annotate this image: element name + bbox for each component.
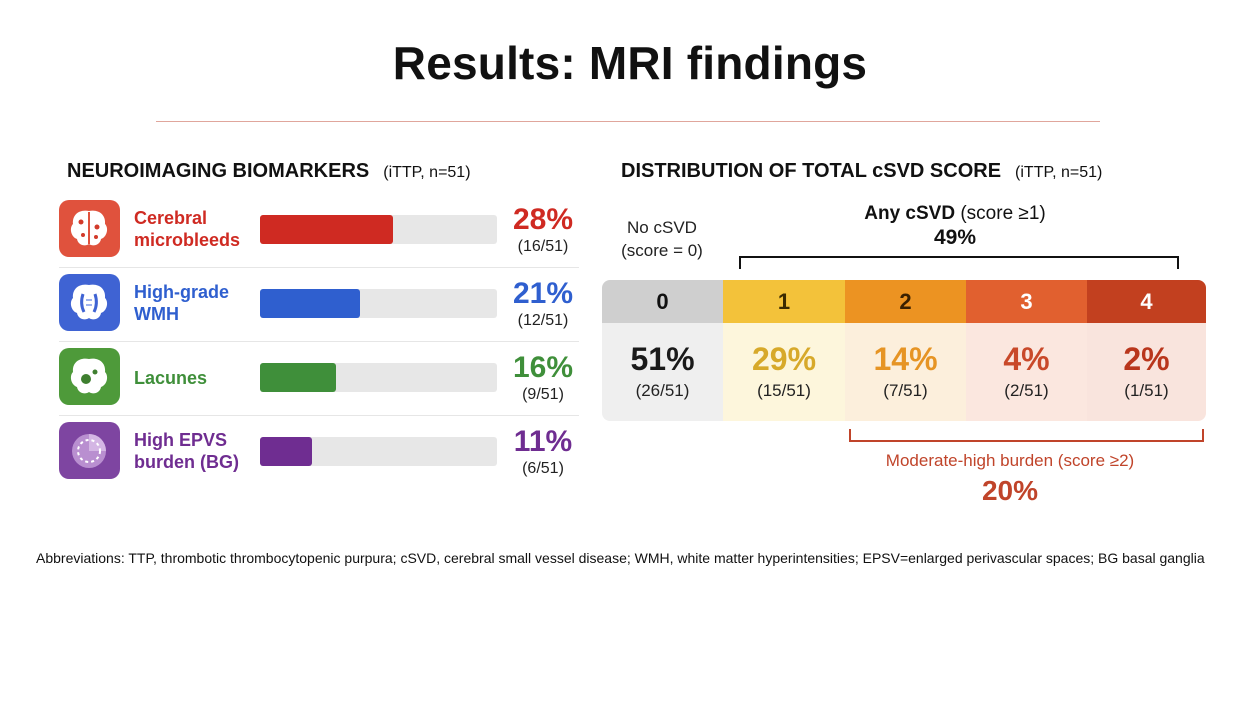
- biomarker-row: High-grade WMH 21% (12/51): [59, 273, 579, 333]
- biomarker-label: Lacunes: [134, 368, 208, 388]
- score-cell: 51% (26/51): [602, 323, 723, 421]
- biomarker-pct-label: 21%: [512, 277, 574, 310]
- score-cell: 29% (15/51): [723, 323, 845, 421]
- score-distribution-table: 0 51% (26/51) 1 29% (15/51) 2 14% (7/51) 3 4% (2/51…: [602, 280, 1206, 421]
- biomarker-bar-track: [260, 289, 497, 318]
- biomarker-bar: [260, 215, 393, 244]
- score-pct-label: 29%: [751, 341, 817, 377]
- biomarker-count-label: (6/51): [522, 460, 564, 477]
- brain-epvs-icon: [59, 422, 120, 479]
- score-header: 2: [845, 280, 966, 323]
- score-column: 3 4% (2/51): [966, 280, 1087, 421]
- no-csvd-sub: (score = 0): [621, 241, 703, 260]
- biomarker-pct-label: 16%: [512, 351, 574, 384]
- biomarker-bar-track: [260, 363, 497, 392]
- biomarker-bar: [260, 363, 336, 392]
- score-pct-label: 14%: [873, 341, 938, 377]
- any-csvd-label: Any cSVD: [864, 203, 956, 224]
- brain-wmh-icon: [59, 274, 120, 331]
- biomarker-row-divider: [59, 341, 579, 342]
- biomarker-count-label: (9/51): [522, 386, 564, 403]
- score-pct-label: 2%: [1123, 341, 1170, 377]
- score-count-label: (1/51): [1124, 381, 1169, 400]
- score-column: 2 14% (7/51): [845, 280, 966, 421]
- no-csvd-label: No cSVD: [627, 218, 697, 237]
- page-title: Results: MRI findings: [392, 37, 868, 89]
- score-pct-label: 4%: [1003, 341, 1050, 377]
- any-csvd-sub: (score ≥1): [960, 203, 1046, 224]
- biomarker-row: High EPVS burden (BG) 11% (6/51): [59, 421, 579, 481]
- score-count-label: (2/51): [1004, 381, 1049, 400]
- score-header: 4: [1087, 280, 1206, 323]
- score-header: 0: [602, 280, 723, 323]
- any-csvd-bracket: [739, 256, 1179, 269]
- score-column: 4 2% (1/51): [1087, 280, 1206, 421]
- biomarker-label: High EPVS burden (BG): [134, 430, 239, 472]
- no-csvd-caption: No cSVD (score = 0): [612, 216, 712, 262]
- biomarker-bar: [260, 289, 360, 318]
- distribution-heading: DISTRIBUTION OF TOTAL cSVD SCORE (iTTP, n…: [621, 160, 1102, 183]
- biomarker-row: Cerebral microbleeds 28% (16/51): [59, 199, 579, 259]
- abbreviations-note: Abbreviations: TTP, thrombotic thrombocy…: [36, 550, 1205, 566]
- biomarker-row: Lacunes 16% (9/51): [59, 347, 579, 407]
- biomarker-row-divider: [59, 415, 579, 416]
- score-header: 1: [723, 280, 845, 323]
- score-count-label: (7/51): [883, 381, 928, 400]
- any-csvd-caption: Any cSVD (score ≥1) 49%: [790, 203, 1120, 250]
- biomarkers-heading-text: NEUROIMAGING BIOMARKERS: [67, 160, 370, 182]
- score-cell: 2% (1/51): [1087, 323, 1206, 421]
- any-csvd-pct: 49%: [933, 226, 977, 249]
- biomarker-bar: [260, 437, 312, 466]
- biomarker-label: Cerebral microbleeds: [134, 208, 241, 250]
- score-pct-label: 51%: [630, 341, 695, 377]
- distribution-heading-text: DISTRIBUTION OF TOTAL cSVD SCORE: [621, 160, 1002, 182]
- biomarker-bar-track: [260, 437, 497, 466]
- score-count-label: (26/51): [635, 381, 690, 400]
- brain-lacunes-icon: [59, 348, 120, 405]
- biomarker-row-divider: [59, 267, 579, 268]
- score-cell: 14% (7/51): [845, 323, 966, 421]
- moderate-burden-caption: Moderate-high burden (score ≥2) 20%: [820, 451, 1200, 507]
- moderate-burden-label: Moderate-high burden (score ≥2): [885, 451, 1135, 470]
- score-column: 0 51% (26/51): [602, 280, 723, 421]
- title-divider: [156, 121, 1100, 122]
- distribution-subheading: (iTTP, n=51): [1015, 164, 1103, 181]
- score-header: 3: [966, 280, 1087, 323]
- biomarker-count-label: (12/51): [517, 312, 569, 329]
- moderate-burden-pct: 20%: [981, 475, 1039, 506]
- biomarkers-heading: NEUROIMAGING BIOMARKERS (iTTP, n=51): [67, 160, 471, 183]
- biomarker-bar-track: [260, 215, 497, 244]
- biomarker-count-label: (16/51): [517, 238, 569, 255]
- biomarker-pct-label: 11%: [513, 425, 573, 458]
- biomarker-pct-label: 28%: [512, 203, 574, 236]
- biomarker-label: High-grade WMH: [134, 282, 230, 324]
- score-column: 1 29% (15/51): [723, 280, 845, 421]
- score-cell: 4% (2/51): [966, 323, 1087, 421]
- brain-microbleeds-icon: [59, 200, 120, 257]
- moderate-burden-bracket: [849, 429, 1204, 442]
- biomarkers-subheading: (iTTP, n=51): [383, 164, 471, 181]
- score-count-label: (15/51): [757, 381, 811, 400]
